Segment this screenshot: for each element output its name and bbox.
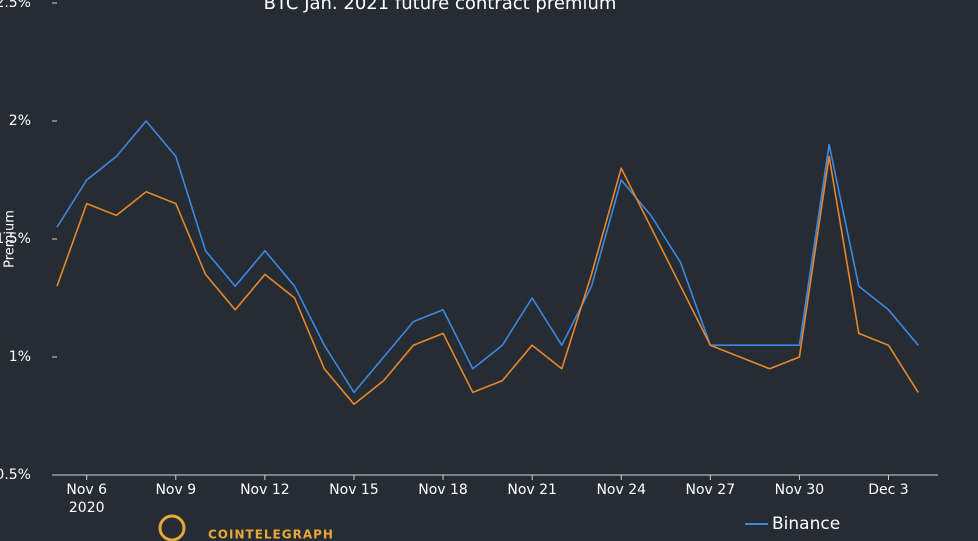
y-axis-label: Premium	[3, 210, 18, 268]
brand-logo: COINTELEGRAPH	[158, 514, 334, 541]
x-tick-label: Nov 9	[155, 482, 196, 498]
x-tick-label: Nov 21	[507, 482, 557, 498]
y-tick-label: 1%	[9, 349, 31, 365]
legend-label: Binance	[772, 514, 840, 534]
brand-text: COINTELEGRAPH	[208, 528, 334, 541]
series-line	[56, 120, 919, 394]
y-tick-label: 2%	[9, 113, 31, 129]
y-tick-label: 0.5%	[0, 467, 31, 483]
x-tick-label: Nov 30	[775, 482, 825, 498]
x-tick-label: Nov 6 2020	[66, 482, 107, 516]
x-tick-label: Nov 24	[596, 482, 646, 498]
x-tick-label: Nov 18	[418, 482, 468, 498]
x-tick-label: Nov 15	[329, 482, 379, 498]
y-tick-label: 1.5%	[0, 231, 31, 247]
series-line	[56, 155, 919, 405]
x-tick-label: Nov 27	[686, 482, 736, 498]
x-tick-label: Nov 12	[240, 482, 290, 498]
x-tick-label: Dec 3	[868, 482, 908, 498]
chart-title: BTC Jan. 2021 future contract premium	[264, 0, 617, 14]
y-tick-label: 2.5%	[0, 0, 31, 11]
logo-icon	[158, 514, 186, 541]
